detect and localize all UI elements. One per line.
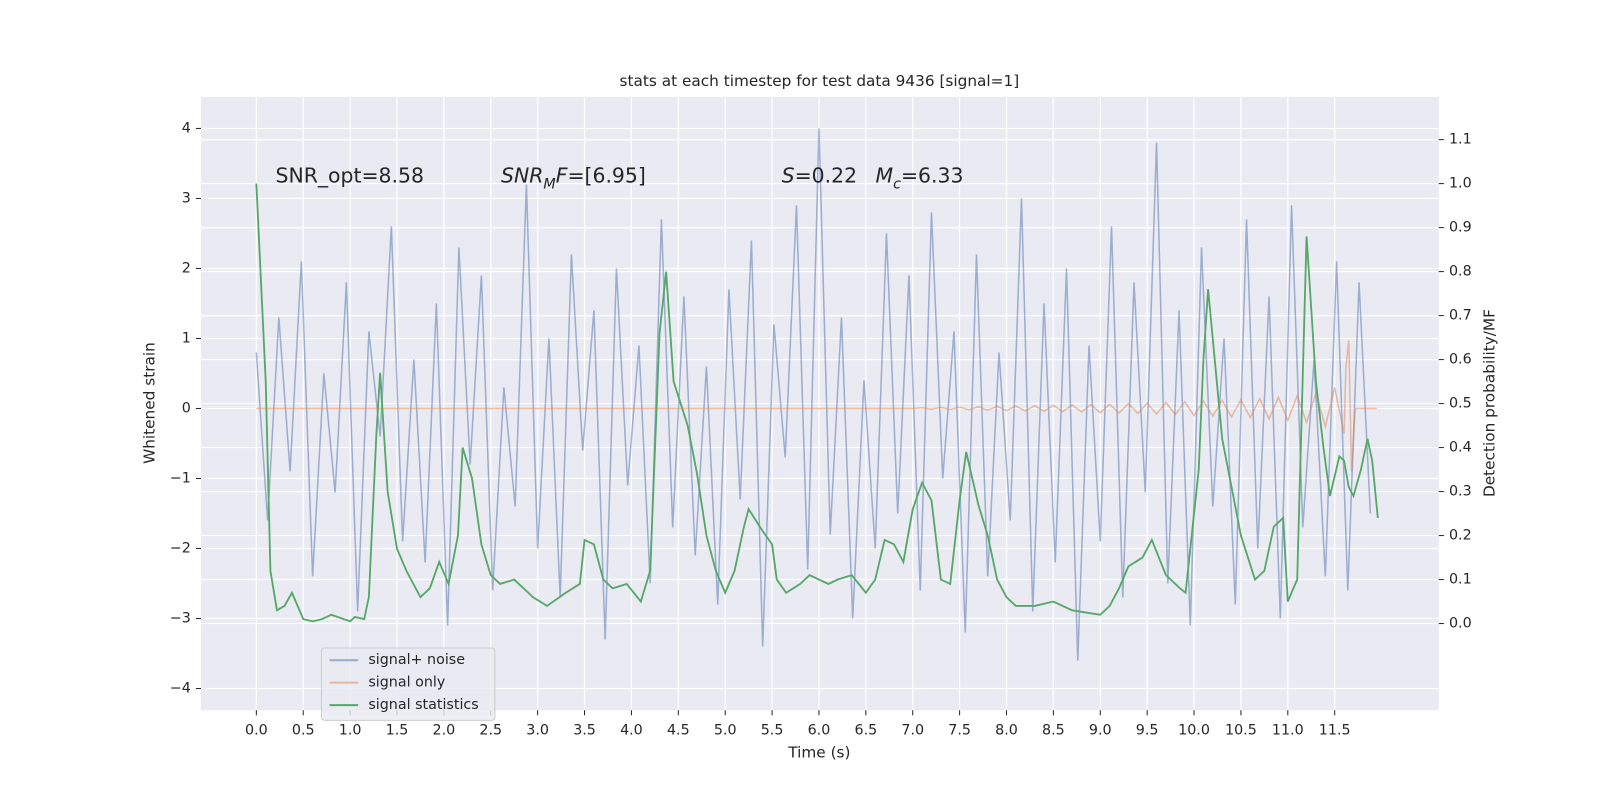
y-tick-label: 0 (182, 400, 191, 416)
annotation: Mc=6.33 (876, 164, 964, 193)
y-tick-label: −1 (170, 470, 191, 486)
y-tick-label: 4 (182, 120, 191, 136)
annotation-part: =0.22 (795, 164, 858, 188)
x-tick-label: 11.0 (1272, 723, 1304, 739)
x-tick-label: 2.5 (479, 723, 502, 739)
y2-tick-label: 1.0 (1449, 176, 1472, 192)
x-tick-label: 5.0 (714, 723, 737, 739)
legend-box (320, 647, 496, 721)
y2-tick-label: 0.9 (1449, 220, 1472, 236)
annotation-part: M (876, 164, 894, 188)
y-tick-label: 3 (182, 190, 191, 206)
x-tick-label: 6.0 (808, 723, 831, 739)
y-tick-label: 2 (182, 260, 191, 276)
x-axis-label: Time (s) (787, 744, 850, 762)
y2-tick-label: 0.8 (1449, 264, 1472, 280)
x-tick-label: 8.0 (995, 723, 1018, 739)
x-tick-label: 11.5 (1319, 723, 1351, 739)
x-tick-label: 8.5 (1042, 723, 1065, 739)
x-tick-label: 9.5 (1136, 723, 1159, 739)
y2-axis-label: Detection probability/MF (1480, 309, 1498, 497)
annotation-part: =6.33 (901, 164, 964, 188)
annotation: SNR_opt=8.58 (276, 164, 424, 189)
y2-tick-label: 1.1 (1449, 132, 1472, 148)
legend-label: signal only (368, 675, 445, 691)
x-tick-label: 5.5 (761, 723, 784, 739)
y2-tick-label: 0.5 (1449, 396, 1472, 412)
y2-tick-label: 0.1 (1449, 572, 1472, 588)
series-line (256, 340, 1377, 472)
y-tick-label: −2 (170, 540, 191, 556)
x-tick-label: 3.0 (526, 723, 549, 739)
annotation-part: =[6.95] (567, 164, 645, 188)
series-line (255, 183, 1379, 623)
annotation-part: SNR (501, 164, 543, 188)
x-tick-label: 2.0 (433, 723, 456, 739)
x-tick-label: 1.5 (386, 723, 409, 739)
annotation: SNRMF=[6.95] (501, 164, 646, 193)
x-tick-label: 7.5 (948, 723, 971, 739)
x-tick-label: 0.5 (292, 723, 315, 739)
annotation-part: F (556, 164, 568, 188)
y2-tick-label: 0.6 (1449, 352, 1472, 368)
x-tick-label: 10.0 (1178, 723, 1210, 739)
x-tick-label: 10.5 (1225, 723, 1257, 739)
x-tick-label: 7.0 (901, 723, 924, 739)
x-tick-label: 4.0 (620, 723, 643, 739)
y2-tick-label: 0.0 (1449, 616, 1472, 632)
y2-tick-label: 0.3 (1449, 484, 1472, 500)
y2-tick-label: 0.2 (1449, 528, 1472, 544)
y2-tick-label: 0.7 (1449, 308, 1472, 324)
y2-tick-label: 0.4 (1449, 440, 1472, 456)
y-tick-label: −4 (170, 681, 191, 697)
y-axis-label: Whitened strain (141, 342, 159, 464)
x-tick-label: 9.0 (1089, 723, 1112, 739)
annotation-part: S (782, 164, 795, 188)
y-tick-label: −3 (170, 610, 191, 626)
y-tick-label: 1 (182, 330, 191, 346)
chart-title: stats at each timestep for test data 943… (620, 72, 1020, 90)
x-tick-label: 0.0 (245, 723, 268, 739)
x-tick-label: 3.5 (573, 723, 596, 739)
x-tick-label: 6.5 (855, 723, 878, 739)
annotation: S=0.22 (782, 164, 857, 188)
annotation-part: SNR_opt=8.58 (276, 164, 424, 189)
annotation-part: M (543, 177, 555, 193)
annotation-part: c (893, 177, 901, 193)
x-tick-label: 4.5 (667, 723, 690, 739)
legend-label: signal statistics (368, 697, 478, 713)
x-tick-label: 1.0 (339, 723, 362, 739)
legend-label: signal+ noise (368, 652, 465, 668)
legend: signal+ noise signal only signal statistic… (320, 647, 496, 721)
series-line (255, 128, 1372, 661)
